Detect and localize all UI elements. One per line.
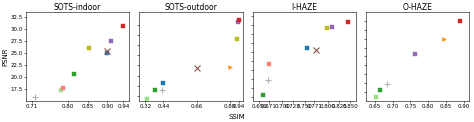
Title: I-HAZE: I-HAZE bbox=[291, 3, 317, 12]
Title: SOTS-indoor: SOTS-indoor bbox=[54, 3, 101, 12]
Text: SSIM: SSIM bbox=[228, 114, 246, 120]
Title: O-HAZE: O-HAZE bbox=[402, 3, 432, 12]
Y-axis label: PSNR: PSNR bbox=[3, 47, 9, 66]
Title: SOTS-outdoor: SOTS-outdoor bbox=[164, 3, 218, 12]
